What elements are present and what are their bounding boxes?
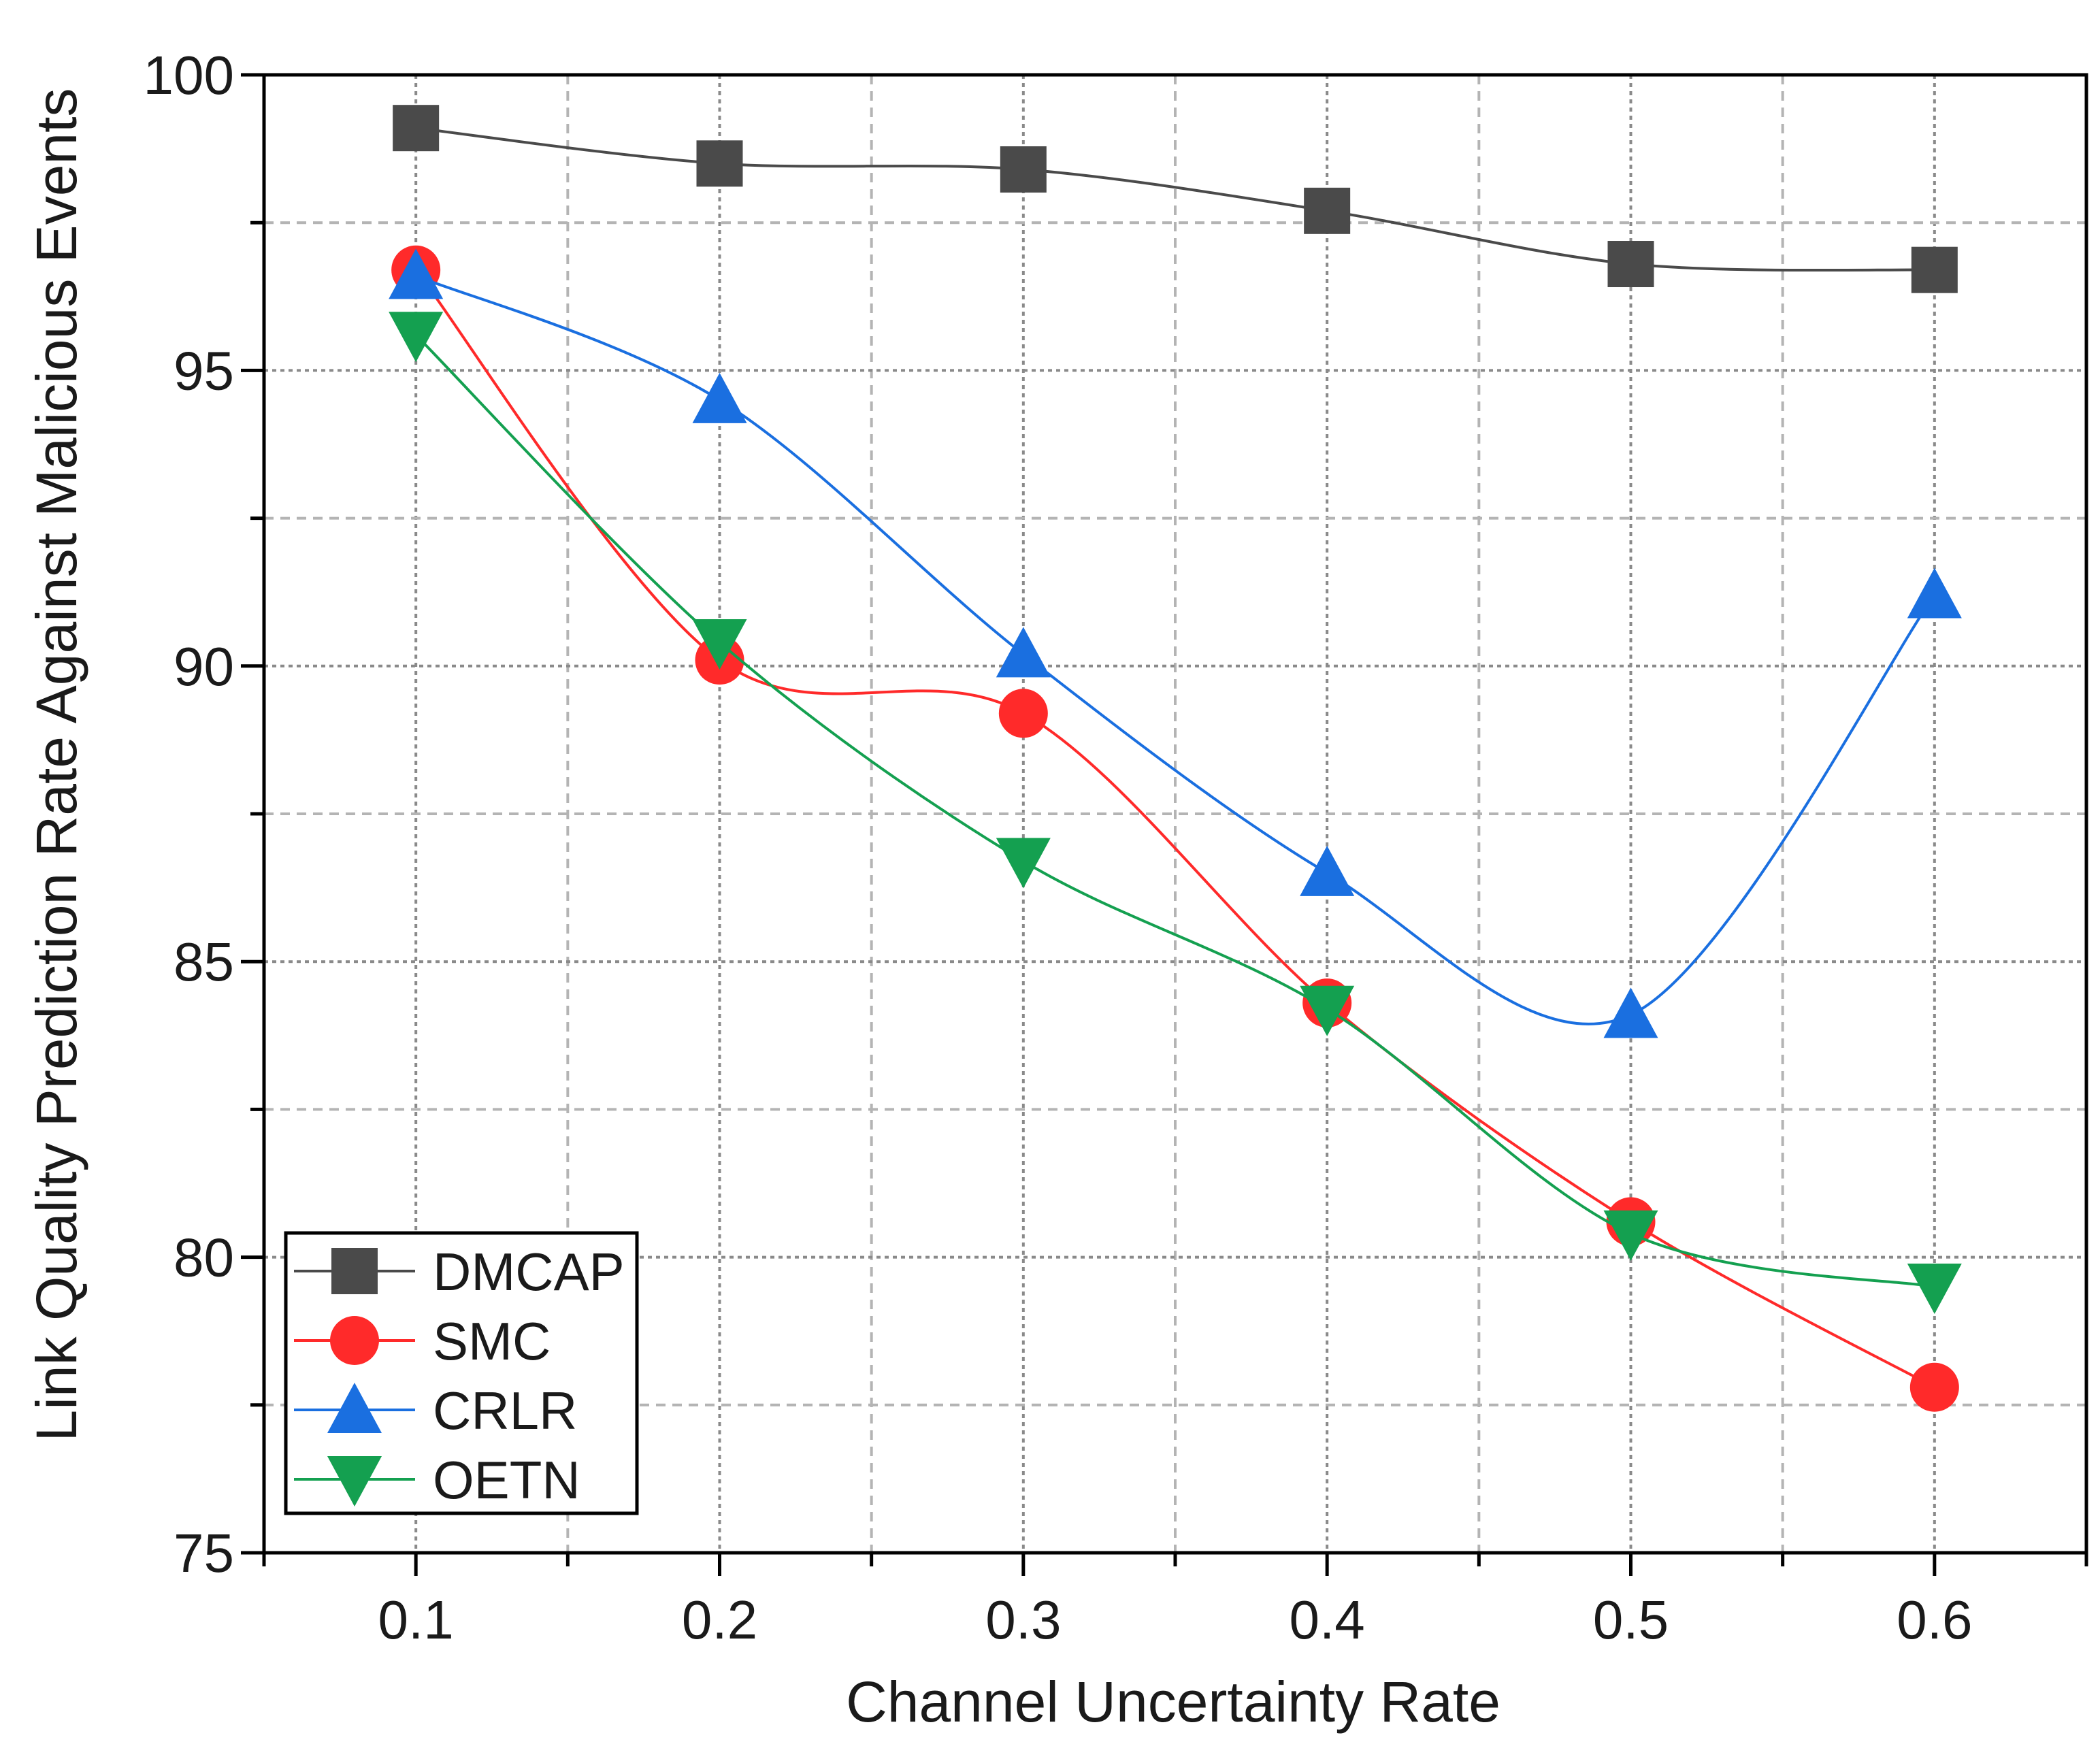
x-tick-label: 0.1 xyxy=(378,1590,454,1650)
data-point-dmcap xyxy=(393,105,440,152)
y-tick-label: 85 xyxy=(174,932,234,992)
series-oetn xyxy=(389,312,1962,1315)
x-tick-label: 0.4 xyxy=(1290,1590,1365,1650)
axes: 0.1 0.2 0.3 0.4 0.5 0.6 75 80 85 90 95 100 xyxy=(144,45,2088,1650)
series-crlr xyxy=(389,248,1962,1038)
x-axis-title: Channel Uncertainty Rate xyxy=(846,1670,1500,1734)
legend-marker-dmcap xyxy=(331,1248,378,1294)
y-axis-title: Link Quality Prediction Rate Against Mal… xyxy=(24,88,88,1442)
data-point-dmcap xyxy=(1607,241,1654,288)
legend-label-smc: SMC xyxy=(433,1311,551,1371)
y-tick-label: 80 xyxy=(174,1228,234,1288)
data-point-crlr xyxy=(389,248,444,299)
data-point-oetn xyxy=(692,619,747,670)
x-tick-label: 0.5 xyxy=(1593,1590,1669,1650)
series-dmcap xyxy=(393,105,1958,293)
data-point-smc xyxy=(1909,1362,1959,1412)
data-point-dmcap xyxy=(696,140,743,187)
series-line-crlr xyxy=(415,274,1936,1025)
x-tick-label: 0.2 xyxy=(682,1590,757,1650)
legend-marker-crlr xyxy=(327,1383,382,1433)
data-point-crlr xyxy=(1907,567,1962,619)
y-tick-label: 95 xyxy=(174,340,234,401)
y-tick-label: 100 xyxy=(144,45,234,105)
data-point-crlr xyxy=(1300,845,1355,896)
legend-label-oetn: OETN xyxy=(433,1450,580,1510)
legend-marker-oetn xyxy=(327,1456,382,1507)
data-point-crlr xyxy=(996,627,1051,678)
data-point-dmcap xyxy=(1000,146,1047,193)
data-point-oetn xyxy=(1300,985,1355,1036)
legend: DMCAP SMC CRLR OETN xyxy=(284,1231,639,1515)
data-point-oetn xyxy=(389,312,444,363)
data-point-dmcap xyxy=(1911,246,1958,293)
series-lines xyxy=(389,105,1962,1412)
data-point-crlr xyxy=(692,372,747,423)
data-point-crlr xyxy=(1603,987,1658,1038)
data-point-dmcap xyxy=(1304,187,1351,234)
y-tick-label: 90 xyxy=(174,636,234,697)
series-line-oetn xyxy=(414,333,1935,1289)
data-point-oetn xyxy=(1603,1210,1658,1261)
data-point-oetn xyxy=(996,838,1051,889)
x-tick-label: 0.6 xyxy=(1897,1590,1972,1650)
legend-marker-smc xyxy=(330,1316,379,1365)
legend-label-crlr: CRLR xyxy=(433,1381,577,1441)
legend-label-dmcap: DMCAP xyxy=(433,1242,625,1302)
y-tick-label: 75 xyxy=(174,1523,234,1583)
x-tick-label: 0.3 xyxy=(985,1590,1061,1650)
data-point-oetn xyxy=(1907,1264,1962,1315)
data-point-smc xyxy=(998,689,1048,738)
series-line-dmcap xyxy=(415,127,1935,272)
